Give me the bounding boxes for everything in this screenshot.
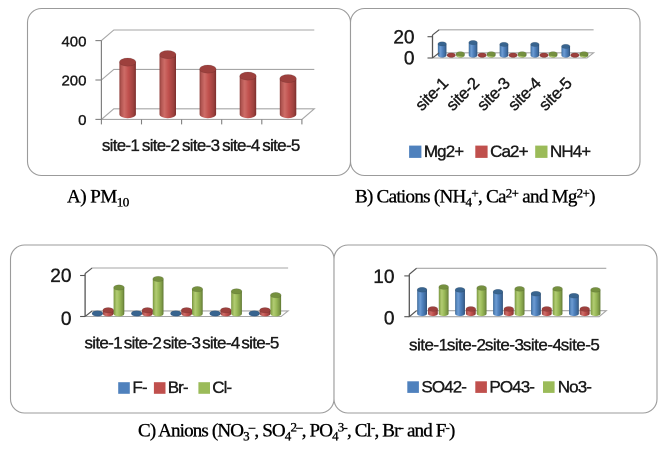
svg-text:site-1: site-1 — [85, 333, 123, 352]
svg-text:Br-: Br- — [168, 378, 188, 397]
svg-text:SO42-: SO42- — [421, 378, 466, 397]
svg-text:0: 0 — [78, 112, 86, 129]
svg-text:400: 400 — [61, 33, 86, 50]
svg-text:0: 0 — [61, 309, 72, 330]
svg-text:200: 200 — [61, 73, 86, 90]
svg-text:PO43-: PO43- — [489, 378, 534, 397]
svg-text:site-1: site-1 — [102, 136, 140, 155]
svg-text:20: 20 — [50, 266, 71, 287]
svg-text:Mg2+: Mg2+ — [424, 142, 464, 161]
svg-text:site-2: site-2 — [447, 336, 486, 355]
svg-text:Ca2+: Ca2+ — [490, 142, 528, 161]
svg-text:Cl-: Cl- — [212, 378, 231, 397]
svg-text:site-5: site-5 — [262, 136, 300, 155]
svg-text:10: 10 — [373, 267, 394, 288]
svg-text:20: 20 — [393, 28, 414, 49]
svg-text:site-4: site-4 — [222, 136, 260, 155]
svg-text:site-2: site-2 — [124, 333, 162, 352]
svg-text:0: 0 — [404, 49, 415, 70]
svg-text:F-: F- — [132, 378, 146, 397]
svg-text:site-4: site-4 — [523, 336, 562, 355]
svg-text:C) Anions (NO3–, SO42–, PO43-,: C) Anions (NO3–, SO42–, PO43-, Cl-, Br- … — [138, 420, 455, 444]
svg-text:0: 0 — [384, 309, 395, 330]
svg-text:site-4: site-4 — [202, 333, 240, 352]
svg-text:site-5: site-5 — [561, 336, 600, 355]
svg-text:site-3: site-3 — [485, 336, 524, 355]
svg-text:A) PM10: A) PM10 — [67, 187, 129, 210]
svg-text:site-2: site-2 — [142, 136, 180, 155]
svg-text:site-3: site-3 — [163, 333, 201, 352]
svg-text:site-5: site-5 — [241, 333, 279, 352]
svg-text:site-3: site-3 — [182, 136, 220, 155]
svg-text:No3-: No3- — [558, 378, 591, 397]
svg-text:NH4+: NH4+ — [550, 142, 591, 161]
svg-text:B) Cations (NH4+, Ca2+ and Mg2: B) Cations (NH4+, Ca2+ and Mg2+) — [355, 186, 595, 210]
svg-text:site-1: site-1 — [409, 336, 448, 355]
